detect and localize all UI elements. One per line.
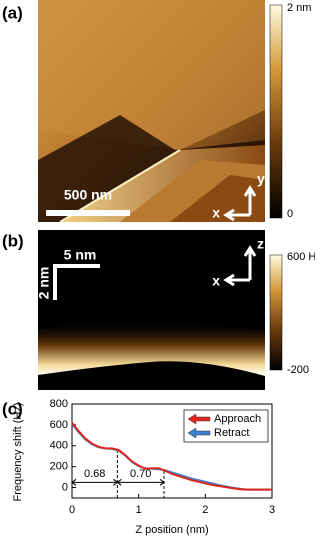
scale-bar bbox=[53, 264, 100, 300]
legend-box bbox=[183, 409, 269, 443]
y-tick-label: 0 bbox=[62, 481, 68, 493]
y-axis-title: Frequency shift (Hz) bbox=[12, 402, 24, 501]
x-axis-title: Z position (nm) bbox=[135, 524, 208, 536]
panel-label: (b) bbox=[2, 231, 24, 250]
colorbar-label: 0 bbox=[287, 208, 293, 220]
axis-label: y bbox=[257, 171, 265, 187]
scale-bar-label: 5 nm bbox=[64, 247, 97, 263]
axis-arrows bbox=[223, 185, 257, 222]
x-tick-label: 3 bbox=[269, 504, 275, 516]
colorbar-label: -200 bbox=[287, 364, 309, 376]
legend-label: Retract bbox=[214, 427, 249, 439]
x-tick-label: 0 bbox=[69, 504, 75, 516]
colorbar-label: 2 nm bbox=[287, 2, 311, 14]
y-tick-label: 200 bbox=[50, 461, 68, 473]
axis-label: x bbox=[212, 205, 220, 221]
force-map-image bbox=[38, 230, 265, 390]
interval-label: 0.70 bbox=[130, 468, 151, 480]
plot-frame bbox=[71, 403, 273, 499]
colorbar bbox=[269, 4, 283, 219]
panel-label: (a) bbox=[2, 3, 23, 22]
x-tick-label: 2 bbox=[202, 504, 208, 516]
y-tick-label: 600 bbox=[50, 419, 68, 431]
interval-arrow bbox=[116, 478, 165, 486]
panel-label: (c) bbox=[2, 399, 23, 418]
x-tick-label: 1 bbox=[136, 504, 142, 516]
legend-label: Approach bbox=[214, 413, 261, 425]
scale-bar-label: 500 nm bbox=[64, 187, 112, 203]
y-tick-label: 400 bbox=[50, 440, 68, 452]
legend-arrow bbox=[187, 427, 211, 439]
y-tick-label: 800 bbox=[50, 398, 68, 410]
afm-image bbox=[38, 0, 265, 223]
scale-bar bbox=[46, 210, 130, 216]
interval-label: 0.68 bbox=[84, 468, 105, 480]
colorbar bbox=[269, 254, 283, 371]
legend-arrow bbox=[187, 413, 211, 425]
colorbar-label: 600 Hz bbox=[287, 251, 315, 263]
scale-bar-label: 2 nm bbox=[36, 267, 52, 300]
series-line bbox=[71, 422, 272, 491]
axis-label: x bbox=[212, 273, 220, 289]
axis-arrows bbox=[223, 245, 257, 287]
axis-label: z bbox=[257, 236, 264, 252]
